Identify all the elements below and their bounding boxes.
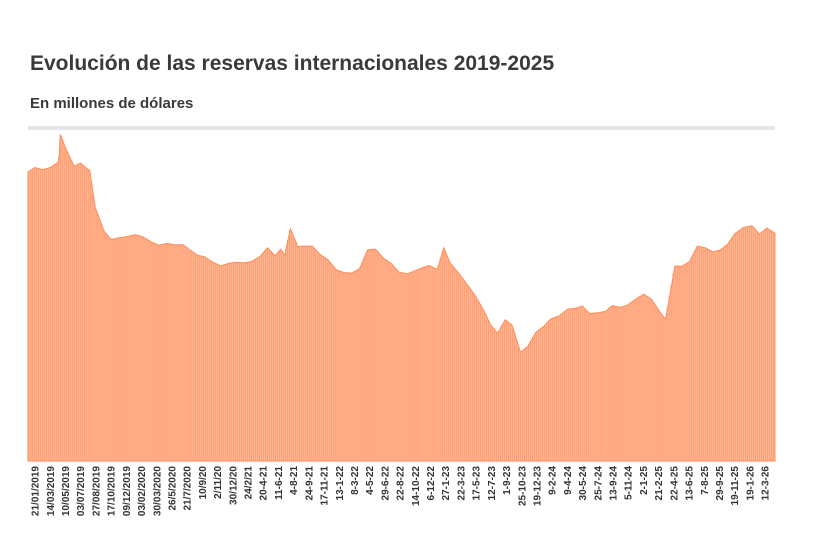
x-tick-label: 13-9-24 [609, 466, 620, 501]
x-tick-label: 30/03/2020 [152, 466, 163, 516]
x-tick-label: 19-12-23 [533, 466, 544, 506]
x-tick-label: 09/12/2019 [122, 466, 133, 516]
x-tick-label: 22-3-23 [456, 466, 467, 501]
x-tick-label: 17-11-21 [320, 466, 331, 506]
x-tick-label: 13-1-22 [335, 466, 346, 501]
x-tick-label: 6-12-22 [426, 466, 437, 501]
x-tick-label: 25-7-24 [593, 466, 604, 501]
x-tick-label: 22-4-25 [669, 466, 680, 501]
x-tick-label: 29-6-22 [380, 466, 391, 501]
x-tick-label: 9-2-24 [548, 466, 559, 495]
x-tick-label: 12-3-26 [761, 466, 772, 501]
x-tick-label: 4-5-22 [365, 466, 376, 495]
x-tick-label: 25-10-23 [517, 466, 528, 506]
x-tick-label: 5-11-24 [624, 466, 635, 500]
x-tick-label: 19-1-26 [745, 466, 756, 501]
x-tick-label: 21-2-25 [654, 466, 665, 501]
title-divider [28, 126, 775, 130]
x-tick-label: 9-4-24 [563, 466, 574, 495]
x-tick-label: 29-9-25 [715, 466, 726, 501]
x-tick-label: 27-1-23 [441, 466, 452, 501]
x-tick-label: 12-7-23 [487, 466, 498, 501]
x-tick-label: 8-3-22 [350, 466, 361, 495]
x-tick-label: 13-6-25 [685, 466, 696, 501]
reserves-area [27, 134, 776, 462]
x-tick-label: 19-11-25 [730, 466, 741, 506]
x-tick-label: 2-1-25 [639, 466, 650, 495]
x-tick-label: 30/12/20 [228, 466, 239, 505]
x-tick-label: 14-10-22 [411, 466, 422, 506]
x-tick-label: 27/08/2019 [91, 466, 102, 516]
x-tick-label: 17-5-23 [472, 466, 483, 501]
x-tick-label: 2/11/20 [213, 466, 224, 499]
x-axis-tick-labels: 21/01/2019 14/03/2019 10/05/2019 03/07/2019… [31, 466, 772, 517]
x-tick-label: 1-9-23 [502, 466, 513, 495]
x-tick-label: 11-6-21 [274, 466, 285, 500]
chart-subtitle: En millones de dólares [30, 95, 194, 112]
x-tick-label: 7-8-25 [700, 466, 711, 495]
x-tick-label: 10/05/2019 [61, 466, 72, 516]
x-tick-label: 26/5/2020 [168, 466, 179, 511]
x-tick-label: 22-8-22 [396, 466, 407, 501]
x-tick-label: 20-4-21 [259, 466, 270, 501]
x-tick-label: 03/02/2020 [137, 466, 148, 516]
x-tick-label: 4-8-21 [289, 466, 300, 495]
x-tick-label: 10/9/20 [198, 466, 209, 500]
x-tick-label: 21/7/2020 [183, 466, 194, 511]
x-tick-label: 24-9-21 [304, 466, 315, 501]
x-tick-label: 30-5-24 [578, 466, 589, 501]
x-tick-label: 17/10/2019 [107, 466, 118, 516]
x-tick-label: 14/03/2019 [46, 466, 57, 516]
x-tick-label: 21/01/2019 [31, 466, 42, 516]
x-tick-label: 03/07/2019 [76, 466, 87, 516]
x-tick-label: 24/2/21 [244, 466, 255, 500]
chart-title: Evolución de las reservas internacionale… [30, 52, 555, 75]
